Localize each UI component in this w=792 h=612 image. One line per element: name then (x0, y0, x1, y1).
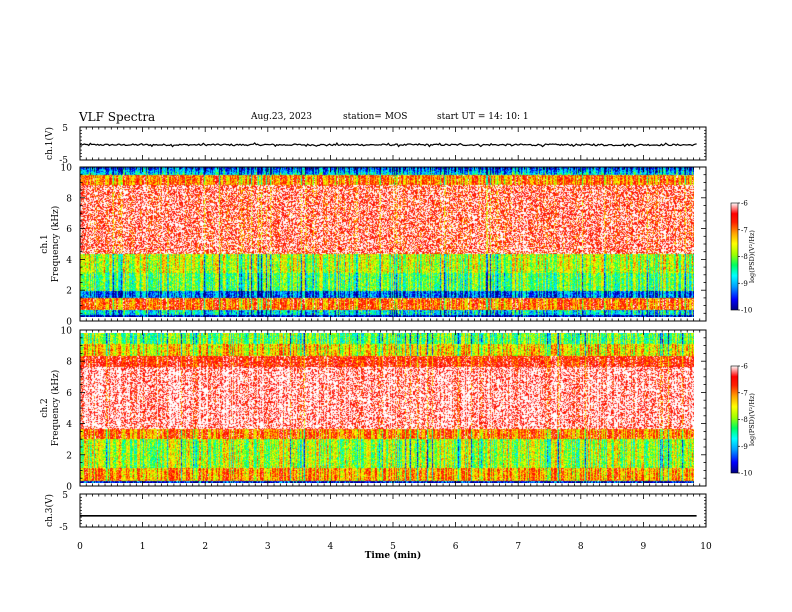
y-tick-label: 2 (66, 287, 72, 297)
y-tick-label: 0 (66, 483, 72, 493)
colorbar-tick-label: -10 (741, 307, 752, 315)
colorbar-tick-label: -6 (741, 200, 748, 208)
ch1-waveform-ylabel: ch.1(V) (44, 127, 55, 160)
x-tick-label: 6 (453, 542, 459, 552)
y-tick-label: 2 (66, 451, 72, 461)
ch2-spectrogram-frame (79, 329, 707, 487)
colorbar-tick-label: -8 (741, 416, 748, 424)
start-time-label: start UT = 14: 10: 1 (437, 112, 529, 122)
colorbar-tick-label: -10 (741, 470, 752, 478)
y-tick-label: 0 (66, 318, 72, 328)
ch1-spectrogram-frame (79, 166, 707, 322)
y-tick-label: -5 (59, 523, 68, 533)
x-tick-label: 1 (140, 542, 146, 552)
y-tick-label: 6 (66, 225, 72, 235)
colorbar-tick-label: -6 (741, 363, 748, 371)
ch1-spectrogram-panel: 0 2 4 6 8 10 ch.1Frequency (kHz) (40, 164, 707, 328)
x-tick-label: 5 (390, 542, 396, 552)
colorbar-tick-label: -8 (741, 253, 748, 261)
x-axis-label: Time (min) (365, 550, 422, 561)
ch1-spectrogram-colorbar-label: log(PSD)(V²/Hz) (748, 230, 756, 283)
y-tick-label: 4 (66, 420, 72, 430)
chart-title: VLF Spectra (79, 110, 156, 124)
x-tick-label: 8 (578, 542, 584, 552)
colorbar-tick-label: -9 (741, 443, 748, 451)
ch3-waveform-panel: 5 -5 ch.3(V) (44, 491, 707, 533)
x-tick-label: 2 (202, 542, 208, 552)
date-label: Aug.23, 2023 (251, 112, 312, 122)
x-tick-label: 0 (77, 542, 83, 552)
x-tick-label: 7 (515, 542, 521, 552)
colorbar-tick-label: -9 (741, 280, 748, 288)
y-tick-label: 8 (66, 194, 72, 204)
y-tick-label: 5 (62, 491, 68, 501)
ch1-waveform-trace (79, 142, 697, 148)
x-tick-label: 10 (700, 542, 712, 552)
colorbar-tick-label: -7 (741, 226, 748, 234)
ch1-spectrogram-ylabel: ch.1Frequency (kHz) (40, 206, 61, 283)
y-tick-label: 10 (61, 164, 73, 174)
colorbar-tick-label: -7 (741, 389, 748, 397)
ch1-waveform-panel: 5 -5 ch.1(V) (44, 124, 707, 166)
y-tick-label: 10 (61, 327, 73, 337)
x-tick-label: 3 (265, 542, 271, 552)
ch1-spectrogram-colorbar: -6 -7 -8 -9 -10 log(PSD)(V²/Hz) (730, 200, 756, 315)
ch3-waveform-ylabel: ch.3(V) (44, 494, 55, 527)
station-label: station= MOS (343, 112, 408, 122)
ch2-spectrogram-colorbar-label: log(PSD)(V²/Hz) (748, 393, 756, 446)
colorbar-ramp (730, 202, 739, 311)
ch1-spectrogram-image (80, 167, 694, 317)
y-tick-label: 8 (66, 358, 72, 368)
y-tick-label: -5 (59, 156, 68, 166)
y-tick-label: 4 (66, 256, 72, 266)
ch2-spectrogram-ylabel: ch.2Frequency (kHz) (40, 370, 61, 447)
x-tick-label: 4 (328, 542, 334, 552)
ch2-spectrogram-panel: 0 2 4 6 8 10 ch.2Frequency (kHz) (40, 327, 707, 493)
y-tick-label: 5 (62, 124, 68, 134)
x-tick-label: 9 (641, 542, 647, 552)
ch2-spectrogram-image (80, 333, 694, 483)
colorbar-ramp (730, 365, 739, 474)
y-tick-label: 6 (66, 389, 72, 399)
ch2-spectrogram-colorbar: -6 -7 -8 -9 -10 log(PSD)(V²/Hz) (730, 363, 756, 478)
